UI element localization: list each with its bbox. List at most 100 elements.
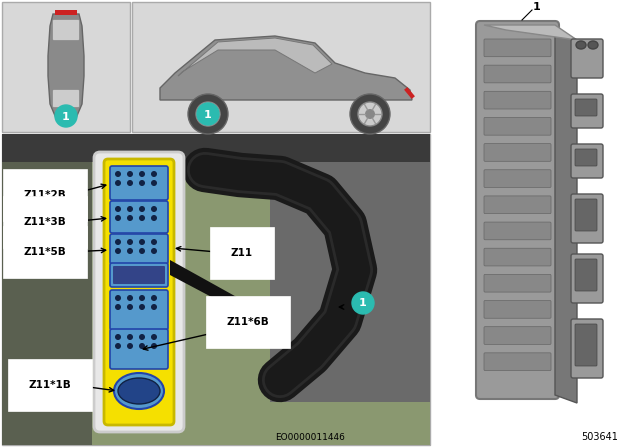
- Ellipse shape: [576, 41, 586, 49]
- Circle shape: [151, 180, 157, 186]
- FancyBboxPatch shape: [571, 39, 603, 78]
- FancyBboxPatch shape: [571, 194, 603, 243]
- FancyBboxPatch shape: [52, 90, 79, 108]
- FancyBboxPatch shape: [484, 117, 551, 135]
- FancyBboxPatch shape: [270, 162, 430, 402]
- Circle shape: [115, 180, 121, 186]
- Circle shape: [115, 334, 121, 340]
- FancyBboxPatch shape: [575, 149, 597, 166]
- Circle shape: [365, 109, 375, 119]
- Circle shape: [139, 295, 145, 301]
- FancyBboxPatch shape: [575, 199, 597, 231]
- Text: 1: 1: [359, 298, 367, 309]
- Circle shape: [151, 304, 157, 310]
- Text: EO0000011446: EO0000011446: [275, 433, 345, 442]
- Circle shape: [139, 334, 145, 340]
- Text: 1: 1: [62, 112, 70, 121]
- FancyBboxPatch shape: [571, 94, 603, 128]
- FancyBboxPatch shape: [132, 2, 430, 132]
- Circle shape: [139, 171, 145, 177]
- FancyBboxPatch shape: [2, 134, 430, 162]
- FancyBboxPatch shape: [2, 162, 92, 445]
- FancyBboxPatch shape: [113, 266, 165, 284]
- Circle shape: [139, 239, 145, 245]
- FancyBboxPatch shape: [575, 259, 597, 291]
- Circle shape: [115, 239, 121, 245]
- Circle shape: [127, 343, 133, 349]
- FancyBboxPatch shape: [575, 99, 597, 116]
- Circle shape: [151, 215, 157, 221]
- Circle shape: [127, 171, 133, 177]
- Polygon shape: [178, 38, 332, 76]
- Circle shape: [115, 248, 121, 254]
- Circle shape: [358, 102, 382, 126]
- FancyBboxPatch shape: [484, 65, 551, 83]
- Circle shape: [127, 304, 133, 310]
- Circle shape: [203, 109, 213, 119]
- Circle shape: [115, 295, 121, 301]
- FancyBboxPatch shape: [484, 91, 551, 109]
- Circle shape: [139, 180, 145, 186]
- Circle shape: [127, 295, 133, 301]
- FancyBboxPatch shape: [434, 2, 638, 446]
- Polygon shape: [48, 14, 84, 118]
- FancyBboxPatch shape: [2, 2, 130, 132]
- FancyBboxPatch shape: [94, 152, 184, 432]
- Polygon shape: [160, 36, 412, 100]
- FancyBboxPatch shape: [52, 20, 79, 40]
- Circle shape: [139, 248, 145, 254]
- FancyBboxPatch shape: [110, 234, 168, 264]
- Text: Z11: Z11: [231, 248, 253, 258]
- FancyBboxPatch shape: [104, 159, 174, 425]
- Circle shape: [151, 343, 157, 349]
- Circle shape: [115, 171, 121, 177]
- Circle shape: [127, 239, 133, 245]
- Ellipse shape: [588, 41, 598, 49]
- Text: Z11*1B: Z11*1B: [29, 380, 72, 390]
- Text: Z11*2B: Z11*2B: [24, 190, 67, 200]
- FancyBboxPatch shape: [571, 319, 603, 378]
- FancyBboxPatch shape: [110, 166, 168, 200]
- FancyBboxPatch shape: [571, 254, 603, 303]
- Circle shape: [151, 334, 157, 340]
- Text: 1: 1: [204, 109, 212, 120]
- FancyBboxPatch shape: [484, 327, 551, 345]
- Circle shape: [151, 248, 157, 254]
- Circle shape: [151, 295, 157, 301]
- FancyBboxPatch shape: [55, 10, 77, 15]
- Text: 1: 1: [533, 2, 541, 12]
- Circle shape: [139, 304, 145, 310]
- Circle shape: [151, 206, 157, 212]
- FancyBboxPatch shape: [484, 301, 551, 318]
- FancyBboxPatch shape: [2, 162, 430, 445]
- FancyBboxPatch shape: [484, 196, 551, 214]
- FancyBboxPatch shape: [2, 134, 430, 445]
- Circle shape: [127, 206, 133, 212]
- Text: 503641: 503641: [581, 432, 618, 442]
- Circle shape: [197, 103, 219, 125]
- Circle shape: [115, 206, 121, 212]
- Text: Z11*5B: Z11*5B: [24, 247, 67, 257]
- Text: Z11*3B: Z11*3B: [24, 217, 67, 227]
- Ellipse shape: [114, 373, 164, 409]
- Circle shape: [55, 105, 77, 127]
- Circle shape: [188, 94, 228, 134]
- FancyBboxPatch shape: [110, 201, 168, 233]
- Circle shape: [115, 215, 121, 221]
- Text: Z11*6B: Z11*6B: [227, 317, 269, 327]
- Polygon shape: [170, 260, 260, 320]
- Circle shape: [127, 248, 133, 254]
- FancyBboxPatch shape: [484, 144, 551, 161]
- Circle shape: [127, 180, 133, 186]
- FancyBboxPatch shape: [110, 329, 168, 369]
- FancyBboxPatch shape: [484, 353, 551, 370]
- FancyBboxPatch shape: [110, 290, 168, 330]
- Circle shape: [139, 206, 145, 212]
- Circle shape: [151, 239, 157, 245]
- Circle shape: [151, 171, 157, 177]
- FancyBboxPatch shape: [484, 274, 551, 292]
- Ellipse shape: [118, 378, 160, 404]
- FancyBboxPatch shape: [110, 263, 168, 287]
- Circle shape: [139, 343, 145, 349]
- FancyBboxPatch shape: [484, 170, 551, 187]
